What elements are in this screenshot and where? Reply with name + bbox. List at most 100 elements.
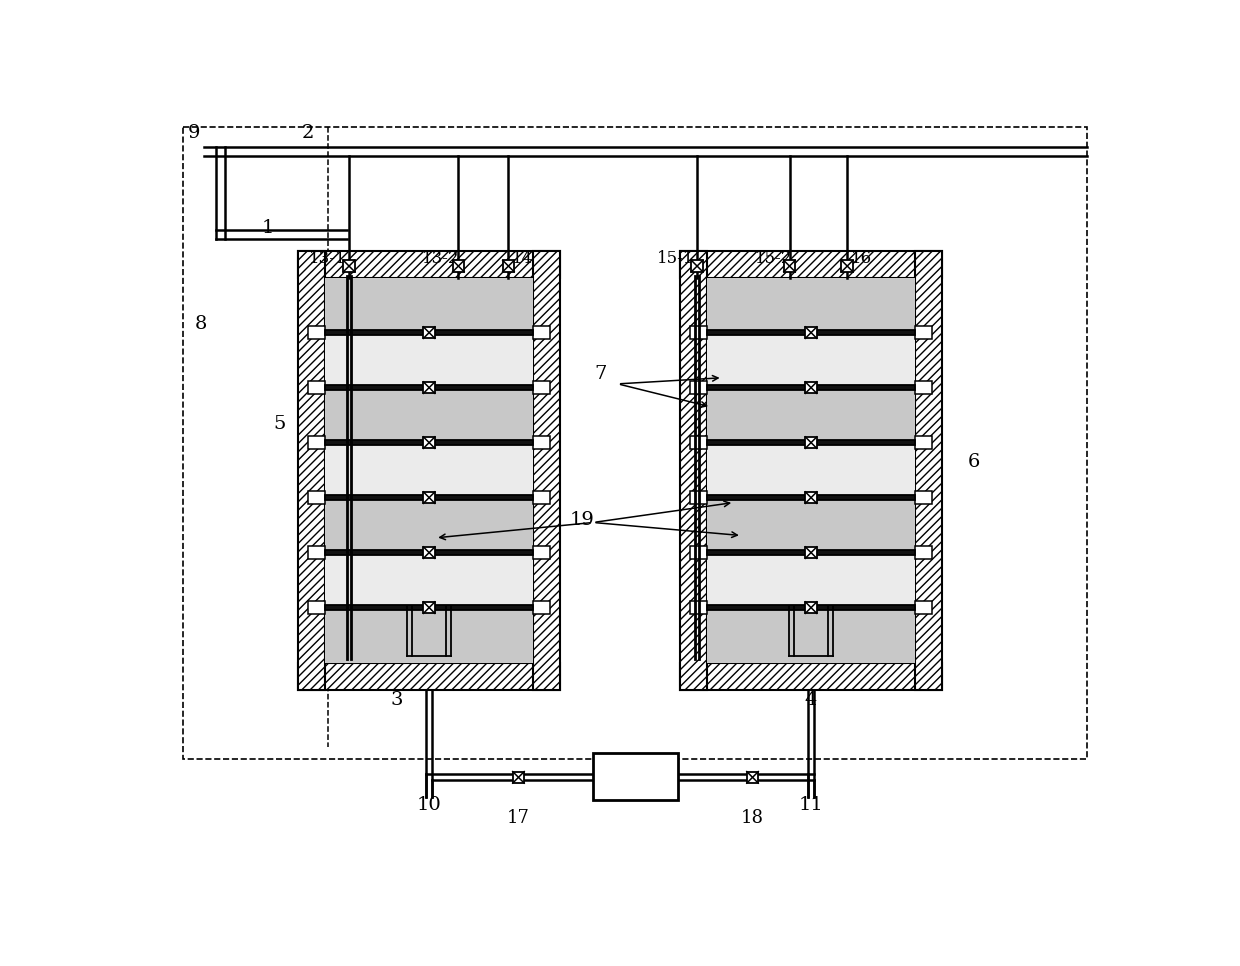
Bar: [707, 445, 915, 495]
Text: 1: 1: [262, 218, 274, 237]
Bar: [533, 601, 551, 614]
Bar: [707, 605, 915, 611]
Bar: [707, 500, 915, 550]
Bar: [533, 250, 560, 690]
Bar: [805, 382, 817, 393]
Bar: [784, 260, 795, 271]
Bar: [691, 601, 707, 614]
Text: 19: 19: [569, 511, 594, 529]
Bar: [707, 277, 915, 663]
Bar: [805, 327, 817, 338]
Bar: [691, 491, 707, 504]
Bar: [805, 492, 817, 503]
Bar: [805, 547, 817, 558]
Text: 8: 8: [195, 315, 207, 333]
Bar: [423, 382, 435, 393]
Bar: [299, 663, 560, 690]
Bar: [423, 492, 435, 503]
Bar: [707, 384, 915, 390]
Bar: [707, 611, 915, 663]
Bar: [512, 772, 525, 783]
Bar: [309, 546, 325, 559]
Bar: [502, 260, 515, 271]
Bar: [915, 491, 932, 504]
Text: 15-1: 15-1: [657, 250, 694, 267]
Bar: [533, 381, 551, 394]
Bar: [692, 260, 703, 271]
Bar: [325, 277, 533, 663]
Bar: [707, 335, 915, 384]
Bar: [707, 555, 915, 605]
Text: 11: 11: [799, 796, 823, 814]
Text: 10: 10: [417, 796, 441, 814]
Bar: [343, 260, 355, 271]
Bar: [309, 327, 325, 339]
Bar: [707, 277, 915, 330]
Bar: [325, 555, 533, 605]
Bar: [593, 753, 678, 800]
Bar: [691, 436, 707, 449]
Bar: [533, 436, 551, 449]
Text: 13-2: 13-2: [422, 250, 460, 267]
Bar: [915, 436, 932, 449]
Text: 2: 2: [303, 124, 315, 142]
Bar: [691, 546, 707, 559]
Bar: [423, 602, 435, 613]
Bar: [681, 663, 942, 690]
Bar: [325, 611, 533, 663]
Text: 7: 7: [595, 365, 608, 383]
Bar: [915, 250, 942, 690]
Bar: [915, 546, 932, 559]
Bar: [325, 445, 533, 495]
Text: 17: 17: [507, 810, 529, 827]
Bar: [325, 550, 533, 555]
Bar: [423, 437, 435, 448]
Text: 13-1: 13-1: [309, 250, 346, 267]
Bar: [533, 546, 551, 559]
Bar: [453, 260, 464, 271]
Text: 6: 6: [968, 453, 981, 471]
Text: 12: 12: [624, 768, 647, 785]
Bar: [707, 440, 915, 445]
Bar: [299, 250, 560, 277]
Bar: [915, 601, 932, 614]
Bar: [533, 491, 551, 504]
Bar: [182, 128, 1087, 759]
Bar: [746, 772, 759, 783]
Bar: [423, 547, 435, 558]
Bar: [533, 327, 551, 339]
Text: 4: 4: [805, 691, 817, 709]
Bar: [325, 500, 533, 550]
Bar: [707, 390, 915, 440]
Bar: [309, 381, 325, 394]
Bar: [325, 335, 533, 384]
Text: 15-2: 15-2: [755, 250, 792, 267]
Text: 18: 18: [742, 810, 764, 827]
Bar: [707, 550, 915, 555]
Text: 5: 5: [274, 415, 286, 433]
Bar: [325, 495, 533, 500]
Bar: [423, 327, 435, 338]
Bar: [309, 436, 325, 449]
Bar: [691, 381, 707, 394]
Bar: [681, 250, 942, 277]
Text: 9: 9: [187, 124, 200, 142]
Text: 3: 3: [391, 691, 403, 709]
Bar: [707, 495, 915, 500]
Bar: [805, 602, 817, 613]
Text: 14: 14: [512, 250, 533, 267]
Bar: [325, 277, 533, 330]
Bar: [915, 327, 932, 339]
Bar: [681, 250, 707, 690]
Bar: [309, 601, 325, 614]
Bar: [691, 327, 707, 339]
Bar: [325, 605, 533, 611]
Bar: [707, 330, 915, 335]
Bar: [309, 491, 325, 504]
Bar: [842, 260, 853, 271]
Bar: [325, 330, 533, 335]
Bar: [299, 250, 325, 690]
Bar: [325, 384, 533, 390]
Bar: [805, 437, 817, 448]
Bar: [915, 381, 932, 394]
